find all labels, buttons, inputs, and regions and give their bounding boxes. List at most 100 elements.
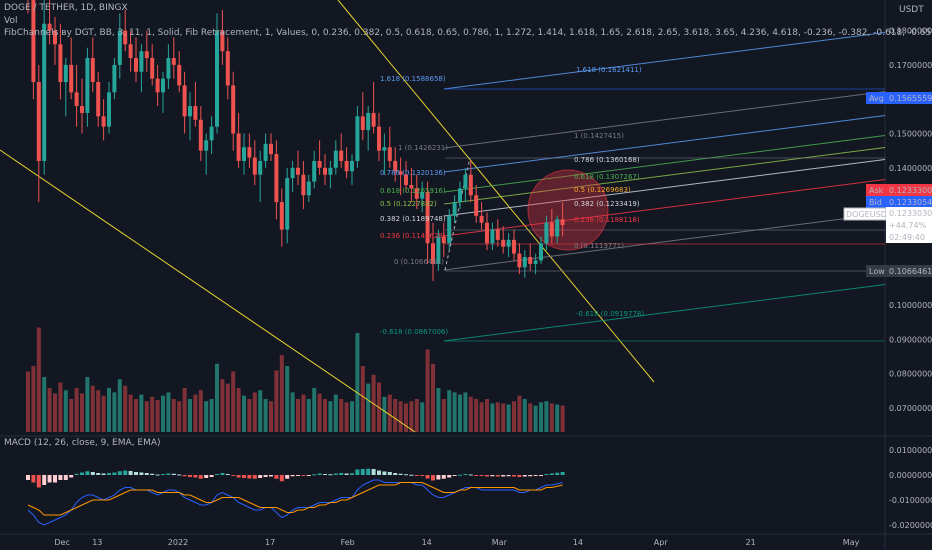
macd-histogram-bar [150, 473, 155, 475]
candle-body [495, 229, 500, 240]
candle-body [279, 202, 284, 230]
macd-histogram-bar [193, 475, 198, 478]
bar-countdown: 02:49:40 [889, 233, 925, 242]
bid-value-box [886, 196, 932, 208]
candle-body [377, 126, 381, 151]
macd-histogram-bar [53, 475, 57, 483]
volume-bar [166, 392, 171, 432]
macd-histogram-bar [42, 475, 47, 485]
macd-histogram-bar [290, 475, 295, 477]
macd-histogram-bar [220, 473, 225, 475]
fib-channel-line [443, 115, 886, 173]
volume-bar [555, 404, 560, 432]
candle-body [468, 174, 473, 196]
volume-bar [112, 392, 117, 432]
volume-bar [485, 399, 489, 432]
volume-bar [382, 396, 387, 432]
candle-body [366, 112, 371, 131]
price-tick-label: 0.1500000 [889, 130, 932, 139]
candle-body [447, 215, 452, 244]
candle-body [182, 85, 187, 117]
volume-bar [436, 388, 441, 432]
volume-bar [263, 399, 268, 432]
candle-body [31, 0, 36, 83]
volume-bar [528, 403, 533, 432]
candle-body [539, 243, 543, 261]
candle-body [360, 116, 365, 131]
volume-bar [387, 394, 392, 432]
highlight-circle [527, 169, 609, 251]
price-tick-label: 0.1400000 [889, 164, 932, 173]
candle-body [150, 58, 155, 79]
avg-value: 0.1565559 [889, 94, 932, 103]
volume-bar [177, 401, 182, 432]
fib-label-right: 1 (0.1427415) [574, 132, 624, 140]
price-labels: 1.618 (0.1588658) 1 (0.1426231) 0.786 (0.1… [380, 66, 932, 336]
macd-histogram-bar [242, 475, 246, 478]
volume-bar [549, 403, 554, 432]
volume-bar [26, 371, 30, 432]
macd-histogram-bar [398, 473, 403, 475]
fib-label-right: 0.5 (0.1269683) [574, 186, 631, 194]
candle-body [274, 154, 279, 203]
candle-body [409, 184, 414, 189]
volume-bar [517, 395, 522, 432]
candle-body [204, 140, 209, 151]
macd-histogram-bar [528, 475, 533, 477]
volume-bar [171, 399, 176, 432]
candle-body [501, 239, 506, 247]
fib-channel-line [443, 284, 886, 342]
price-tick-label: 0.1000000 [889, 301, 932, 310]
candle-body [80, 106, 84, 113]
volume-bar [36, 327, 41, 432]
volume-bar [366, 383, 371, 432]
price-tick-label: 0.0800000 [889, 370, 932, 379]
symbol-title[interactable]: DOGE / TETHER, 1D, BINGX [4, 3, 128, 13]
volume-bar [447, 390, 452, 432]
macd-label[interactable]: MACD (12, 26, close, 9, EMA, EMA) [4, 438, 161, 448]
candle-body [166, 58, 171, 79]
macd-histogram-bar [549, 473, 554, 475]
candle-body [328, 167, 333, 175]
candle-body [485, 222, 489, 244]
fib-label-right: 0.382 (0.1233419) [574, 200, 640, 208]
vol-label[interactable]: Vol [4, 16, 18, 26]
candle-body [193, 106, 198, 120]
macd-histogram-bar [447, 475, 452, 478]
macd-histogram-bar [31, 475, 36, 483]
time-tick-label: Feb [341, 538, 355, 547]
macd-histogram-bar [107, 473, 111, 475]
time-tick-label: Mar [492, 538, 508, 547]
candle-body [117, 30, 122, 65]
candle-body [74, 92, 79, 107]
macd-histogram-bar [404, 474, 408, 476]
candle-body [420, 191, 425, 199]
macd-histogram-bar [317, 473, 322, 475]
macd-histogram-bar [512, 475, 516, 477]
candle-body [414, 188, 419, 199]
volume-bar [350, 401, 354, 432]
price-tick-label: 0.0900000 [889, 335, 932, 344]
currency-label[interactable]: USDT [899, 5, 924, 15]
candle-body [301, 174, 306, 196]
volume-bar [74, 388, 79, 432]
candle-body [258, 160, 263, 175]
price-tick-label: 0.1800000 [889, 27, 932, 36]
candle-body [490, 229, 495, 244]
avg-tag-label: Avg [869, 94, 884, 103]
macd-histogram-bar [236, 475, 241, 478]
price-tick-label: 0.1700000 [889, 61, 932, 70]
volume-bar [247, 399, 252, 432]
macd-histogram-bar [490, 475, 495, 477]
volume-bar [468, 396, 473, 432]
volume-bar [393, 399, 398, 432]
volume-bar [495, 402, 500, 432]
macd-histogram-bar [47, 475, 52, 483]
volume-bar [236, 388, 241, 432]
volume-bar [107, 388, 111, 432]
candle-body [220, 30, 225, 52]
indicator-label[interactable]: FibChannels ву DGT, BB, 3, 11, 1, Solid,… [4, 28, 932, 38]
candle-body [431, 243, 435, 264]
candle-body [404, 174, 408, 185]
